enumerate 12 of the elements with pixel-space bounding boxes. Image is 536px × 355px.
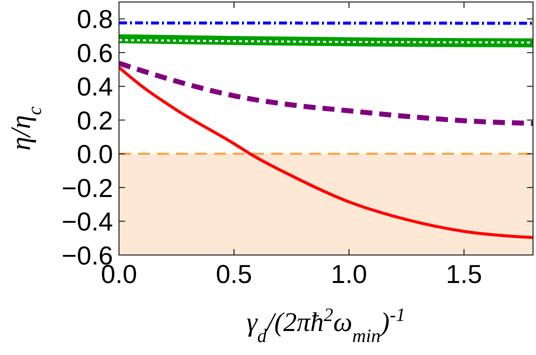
y-tick-label: 0.6 (76, 38, 113, 68)
y-tick-label: 0.4 (76, 72, 113, 102)
y-tick-label: 0.2 (76, 105, 113, 136)
x-axis-title: γ$_{d}$/(2πħ$^{2}$ω$_{min}$)$^{-1}$ (246, 304, 406, 346)
y-tick-label: −0.4 (62, 206, 113, 237)
x-tick-label: 1.5 (446, 259, 482, 289)
y-tick-label: 0.0 (76, 139, 113, 170)
y-tick-label: −0.2 (62, 172, 113, 203)
x-tick-label: 0.5 (216, 259, 252, 289)
line-series (119, 66, 533, 239)
y-tick-label: 0.8 (76, 4, 113, 34)
x-tick-label: 1.0 (330, 259, 368, 289)
